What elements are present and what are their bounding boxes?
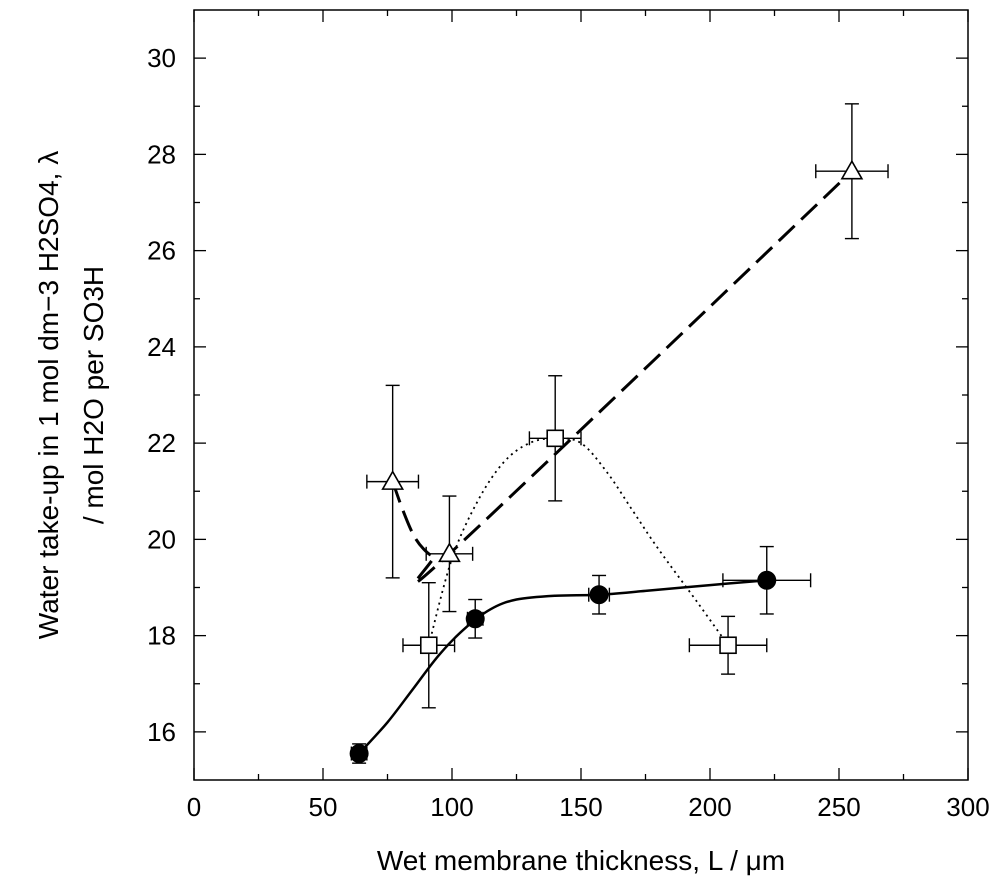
series-1-curve [358,579,767,755]
y-tick-label: 30 [147,43,176,73]
tick-labels: 0 50 100 150 200 250 300 16 18 20 22 24 26 28 30 [147,43,990,822]
series-2-curve [391,170,853,585]
x-tick-label: 0 [187,792,201,822]
square-marker [719,636,737,655]
axis-ticks [193,10,969,780]
triangle-marker [438,542,461,563]
circle-marker [349,744,369,764]
y-tick-label: 18 [147,621,176,651]
x-tick-label: 300 [946,792,989,822]
x-tick-label: 100 [430,792,473,822]
data-markers [349,159,864,764]
x-tick-label: 200 [688,792,731,822]
x-axis-label: Wet membrane thickness, L / μm [377,845,785,876]
x-tick-label: 50 [309,792,338,822]
square-marker [419,636,438,655]
y-tick-label: 26 [147,236,176,266]
square-marker [546,429,565,448]
y-tick-label: 28 [147,139,176,169]
x-tick-label: 150 [559,792,602,822]
y-axis-label-line2: / mol H2O per SO3H [78,266,109,524]
y-tick-label: 20 [147,524,176,554]
circle-marker [589,585,609,605]
y-axis-label-line1: Water take-up in 1 mol dm−3 H2SO4, λ [33,151,64,639]
y-tick-label: 24 [147,332,176,362]
circle-marker [465,609,485,629]
circle-marker [757,570,777,590]
x-tick-label: 250 [817,792,860,822]
series-curves [358,170,853,755]
y-tick-label: 16 [147,717,176,747]
triangle-marker [381,470,405,490]
y-tick-label: 22 [147,428,176,458]
triangle-marker [840,159,864,180]
